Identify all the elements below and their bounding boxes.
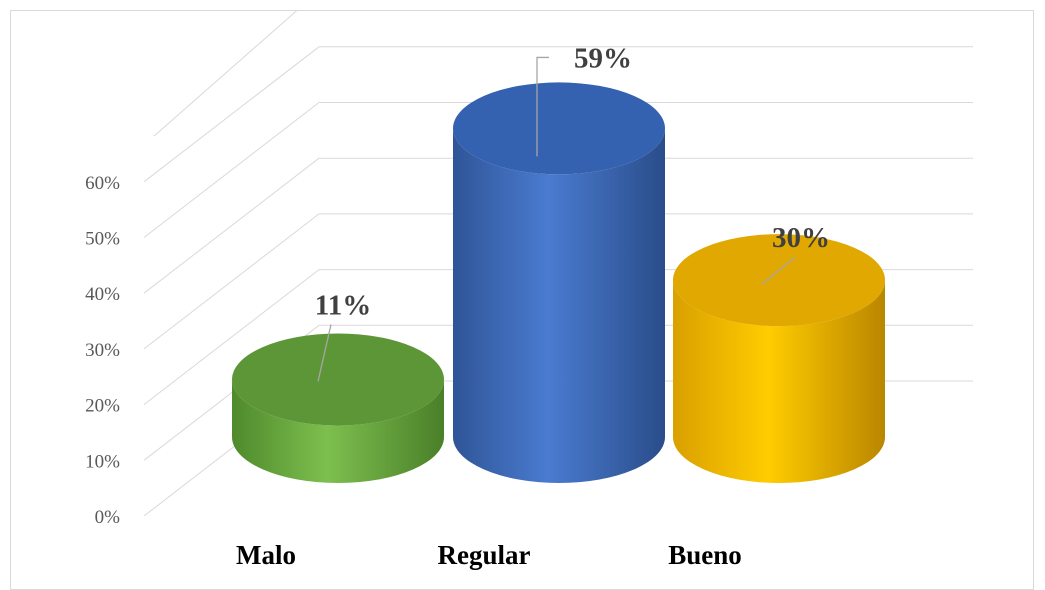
gridline-diagonal [143, 102, 320, 238]
data-label-leader [761, 256, 796, 285]
category-label-malo: Malo [236, 540, 296, 570]
bar-body-bueno [673, 280, 885, 483]
bar-top-regular [453, 82, 665, 175]
y-tick-label: 20% [85, 396, 120, 417]
y-tick-label: 60% [85, 173, 120, 194]
y-tick-label: 40% [85, 284, 120, 305]
gridline-diagonal [143, 46, 320, 183]
data-label-leader [536, 56, 549, 157]
data-label-regular: 59% [574, 42, 632, 74]
bar-top-malo [232, 333, 444, 426]
bar-malo [232, 333, 444, 483]
gridline-diagonal [143, 269, 320, 405]
data-label-leader [317, 324, 332, 382]
data-label-bueno: 30% [772, 222, 830, 254]
chart-svg: 0% 10% 20% 30% 40% 50% 60% 11% Malo 59% Regular 30… [85, 11, 973, 570]
bar-regular [453, 82, 665, 483]
chart-frame: 0% 10% 20% 30% 40% 50% 60% 11% Malo 59% Regular 30… [10, 10, 1034, 590]
gridline-diagonal [143, 157, 320, 294]
bar-bueno [673, 234, 885, 483]
data-label-malo: 11% [315, 289, 371, 321]
category-label-regular: Regular [438, 540, 531, 570]
bar-top-bueno [673, 234, 885, 327]
gridline-diagonal [143, 213, 320, 350]
gridline-diagonal [153, 11, 298, 137]
y-tick-label: 50% [85, 229, 120, 250]
y-tick-label: 10% [85, 451, 120, 472]
y-tick-label: 0% [95, 507, 121, 528]
bar-body-regular [453, 128, 665, 483]
y-tick-label: 30% [85, 340, 120, 361]
category-label-bueno: Bueno [668, 540, 742, 570]
bar-body-malo [232, 379, 444, 483]
